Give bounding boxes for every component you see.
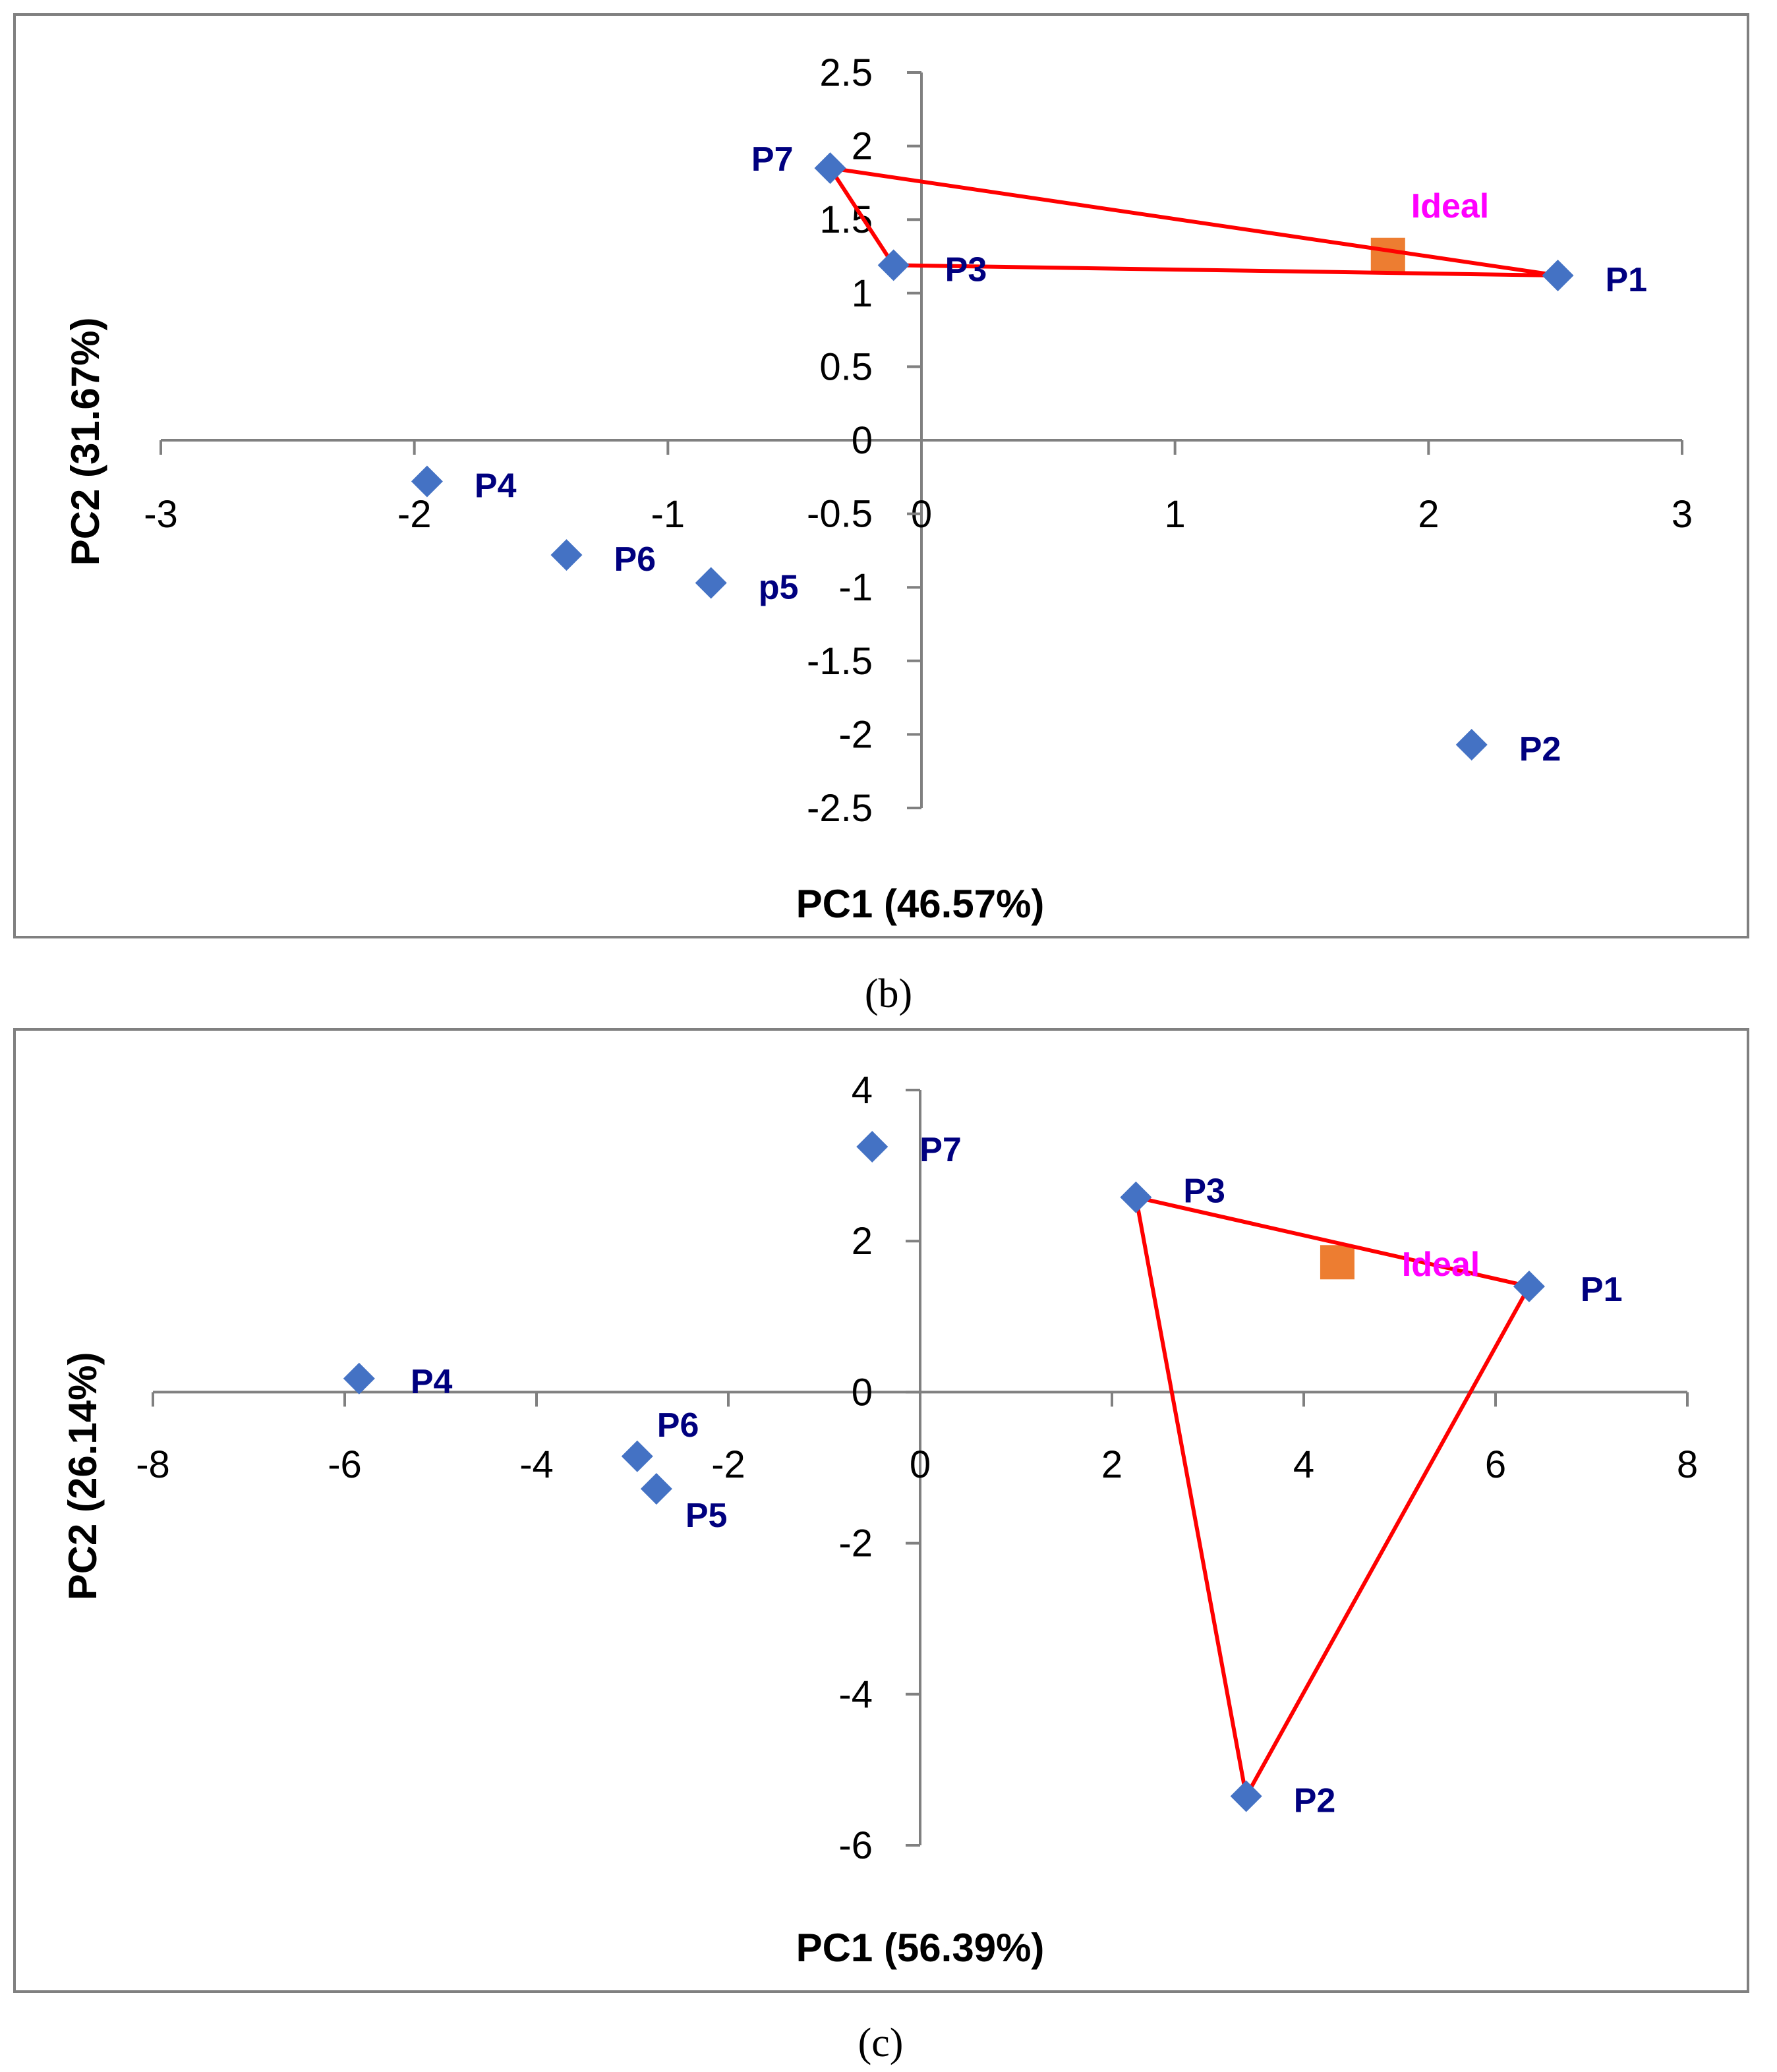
- panel-b-frame: [13, 13, 1749, 938]
- panel-b-point-label-p5: p5: [759, 569, 799, 607]
- panel-c-x-tick-label: -8: [136, 1443, 170, 1486]
- panel-b-point-label-p6: P6: [614, 540, 656, 579]
- panel-c-y-tick-label: 0: [852, 1371, 873, 1414]
- panel-b-caption: (b): [865, 971, 912, 1016]
- panel-b-point-p4: [411, 465, 443, 498]
- panel-c-y-tick-label: -4: [838, 1673, 873, 1716]
- panel-b-y-tick-label: -2: [838, 713, 873, 756]
- panel-c-x-tick-label: 8: [1677, 1443, 1698, 1486]
- panel-b-y-tick-label: -0.5: [807, 493, 873, 536]
- panel-c-y-tick-label: -2: [838, 1522, 873, 1565]
- panel-b-y-tick-label: -2.5: [807, 787, 873, 830]
- panel-c-point-p4: [343, 1362, 375, 1395]
- panel-c-point-p6: [621, 1440, 653, 1472]
- panel-b-x-tick-label: 3: [1672, 493, 1693, 536]
- panel-b-y-tick-label: 1: [852, 272, 873, 315]
- panel-b-x-tick-label: -3: [144, 493, 178, 536]
- panel-c-point-label-p7: P7: [919, 1131, 962, 1169]
- panel-b-chart: -3 -2 -1 0 1 2 32.521.510.50-0.5-1-1.5-2-2.5PC…: [13, 13, 1749, 938]
- panel-c-point-p2: [1230, 1780, 1262, 1812]
- panel-c-y-tick-label: 2: [852, 1220, 873, 1263]
- panel-c-point-label-p5: P5: [685, 1497, 728, 1535]
- panel-b-point-p7: [814, 152, 846, 185]
- panel-c-caption: (c): [858, 2021, 904, 2065]
- panel-b-y-tick-label: -1: [838, 566, 873, 609]
- panel-c-y-axis-title: PC2 (26.14%): [61, 1352, 105, 1601]
- panel-b-y-tick-label: 0.5: [819, 345, 873, 388]
- panel-c-x-tick-label: -4: [519, 1443, 554, 1486]
- panel-c-y-tick-label: 4: [852, 1069, 873, 1112]
- panel-b-point-label-p4: P4: [475, 467, 517, 505]
- panel-c-point-p3: [1120, 1181, 1152, 1213]
- panel-c-x-tick-label: -2: [711, 1443, 745, 1486]
- panel-c-point-p1: [1513, 1270, 1545, 1302]
- panel-b-x-tick-label: -2: [397, 493, 432, 536]
- panel-c-chart: -8 -6 -4 -2 0 2 4 6 8 4 2 0 -2 -4 -6 PC1 (56.39%) PC2 (2…: [13, 1028, 1749, 1993]
- panel-b-x-tick-label: -1: [651, 493, 685, 536]
- panel-b-y-axis-title: PC2 (31.67%): [63, 318, 107, 566]
- panel-c-ideal-label: Ideal: [1402, 1246, 1480, 1284]
- panel-c-x-tick-label: 0: [910, 1443, 931, 1486]
- panel-b-point-p2: [1455, 729, 1488, 761]
- panel-b-ideal-label: Ideal: [1411, 187, 1490, 225]
- panel-b-point-label-p2: P2: [1519, 730, 1561, 768]
- panel-c-ideal-marker: [1320, 1245, 1355, 1280]
- panel-c-x-tick-label: 4: [1293, 1443, 1314, 1486]
- panel-b-y-tick-label: 2: [852, 125, 873, 168]
- panel-c-x-axis-title: PC1 (56.39%): [796, 1926, 1045, 1970]
- panel-b-y-tick-label: 0: [852, 419, 873, 462]
- panel-b-point-p3: [877, 249, 910, 281]
- panel-c-y-tick-label: -6: [838, 1824, 873, 1867]
- panel-c-x-tick-label: 2: [1101, 1443, 1122, 1486]
- panel-b-y-tick-label: -1.5: [807, 640, 873, 683]
- panel-c-point-label-p3: P3: [1183, 1172, 1225, 1211]
- panel-b-point-label-p7: P7: [751, 140, 794, 179]
- panel-c-polygon-line: [1134, 1195, 1531, 1799]
- panel-c-frame: [13, 1028, 1749, 1993]
- panel-c-x-tick-label: 6: [1485, 1443, 1506, 1486]
- panel-b-ideal-marker: [1370, 237, 1405, 272]
- panel-c-point-label-p6: P6: [657, 1406, 699, 1445]
- panel-b-point-p5: [695, 567, 727, 599]
- panel-b-point-p6: [550, 539, 583, 571]
- panel-c-x-tick-label: -6: [328, 1443, 362, 1486]
- panel-c-point-p5: [640, 1473, 672, 1505]
- panel-c-point-label-p4: P4: [411, 1363, 453, 1401]
- panel-c-point-label-p2: P2: [1294, 1782, 1336, 1820]
- panel-b-point-p1: [1542, 260, 1574, 292]
- panel-b-point-label-p3: P3: [945, 250, 987, 289]
- panel-c-point-label-p1: P1: [1581, 1271, 1623, 1309]
- panel-b-x-tick-label: 2: [1418, 493, 1439, 536]
- panel-b-y-tick-label: 2.5: [819, 51, 873, 94]
- panel-b-point-label-p1: P1: [1606, 261, 1648, 299]
- panel-b-polygon-line: [829, 166, 1560, 278]
- panel-c-point-p7: [856, 1130, 888, 1163]
- panel-b-x-axis-title: PC1 (46.57%): [796, 882, 1045, 926]
- panel-b-x-tick-label: 1: [1165, 493, 1186, 536]
